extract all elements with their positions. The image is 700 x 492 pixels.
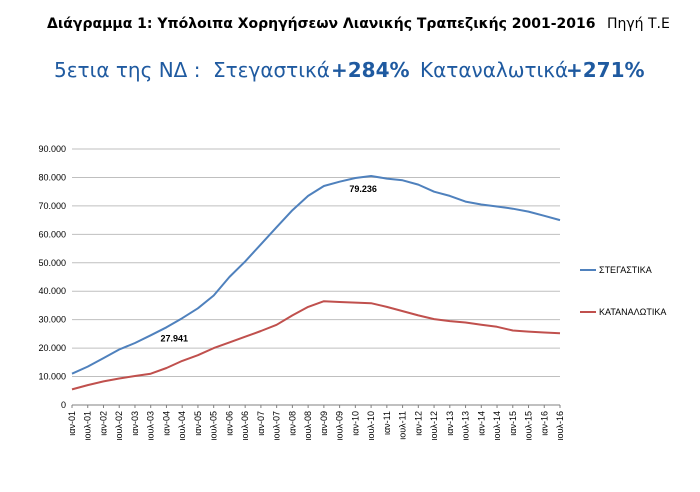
- consumer-label: Καταναλωτικά: [420, 58, 569, 82]
- x-tick-label: ιουλ-03: [146, 411, 156, 440]
- y-tick-label: 20.000: [38, 343, 66, 353]
- x-tick-label: ιουλ-05: [209, 411, 219, 440]
- consumer-change: +271%: [566, 58, 645, 82]
- x-tick-label: ιαν-11: [382, 411, 392, 435]
- x-tick-label: ιαν-03: [130, 411, 140, 436]
- x-tick-label: ιουλ-09: [335, 411, 345, 440]
- x-axis: ιαν-01 ιουλ-01 ιαν-02 ιουλ-02 ιαν-03 ιουλ-03 ι…: [67, 405, 565, 440]
- y-tick-label: 80.000: [38, 172, 66, 182]
- x-tick-label: ιαν-07: [256, 411, 266, 436]
- y-tick-label: 90.000: [38, 144, 66, 154]
- y-axis: 0 10.000 20.000 30.000 40.000 50.000 60.000 70.…: [38, 144, 66, 410]
- data-label: 79.236: [349, 184, 377, 194]
- x-tick-label: ιαν-10: [350, 411, 360, 436]
- x-tick-label: ιουλ-01: [83, 411, 93, 440]
- y-tick-label: 50.000: [38, 258, 66, 268]
- x-tick-label: ιαν-14: [476, 411, 486, 436]
- x-tick-label: ιουλ-15: [524, 411, 534, 440]
- x-tick-label: ιαν-16: [539, 411, 549, 436]
- consumer-change-value: +271%: [566, 58, 645, 82]
- series-line: [71, 175, 561, 375]
- y-tick-label: 60.000: [38, 229, 66, 239]
- x-tick-label: ιαν-13: [445, 411, 455, 436]
- gridlines: [72, 148, 560, 406]
- legend: ΣΤΕΓΑΣΤΙΚΑ ΚΑΤΑΝΑΛΩΤΙΚΑ: [580, 265, 666, 317]
- x-tick-label: ιουλ-12: [429, 411, 439, 440]
- x-tick-label: ιουλ-13: [461, 411, 471, 440]
- x-tick-label: ιαν-09: [319, 411, 329, 436]
- x-tick-label: ιαν-15: [508, 411, 518, 436]
- data-label: 27.941: [160, 333, 188, 343]
- chart-title: Διάγραμμα 1: Υπόλοιπα Χορηγήσεων Λιανική…: [47, 16, 596, 32]
- x-tick-label: ιουλ-16: [555, 411, 565, 440]
- x-tick-label: ιουλ-10: [366, 411, 376, 440]
- x-tick-label: ιουλ-02: [114, 411, 124, 440]
- x-tick-label: ιαν-12: [413, 411, 423, 436]
- series-group: [71, 175, 561, 391]
- y-tick-label: 40.000: [38, 286, 66, 296]
- x-tick-label: ιουλ-11: [398, 411, 408, 440]
- legend-label: ΚΑΤΑΝΑΛΩΤΙΚΑ: [599, 307, 666, 317]
- legend-label: ΣΤΕΓΑΣΤΙΚΑ: [599, 265, 652, 275]
- source-label: Πηγή Τ.Ε: [607, 16, 670, 32]
- x-tick-label: ιαν-08: [287, 411, 297, 436]
- x-tick-label: ιουλ-06: [240, 411, 250, 440]
- y-tick-label: 10.000: [38, 372, 66, 382]
- y-tick-label: 70.000: [38, 201, 66, 211]
- x-tick-label: ιαν-05: [193, 411, 203, 436]
- housing-change: +284%: [331, 58, 410, 82]
- x-tick-label: ιουλ-04: [177, 411, 187, 440]
- x-tick-label: ιουλ-08: [303, 411, 313, 440]
- x-tick-label: ιουλ-07: [272, 411, 282, 440]
- housing-change-value: +284%: [331, 58, 410, 82]
- x-tick-label: ιαν-04: [161, 411, 171, 436]
- x-tick-label: ιαν-02: [98, 411, 108, 436]
- y-tick-label: 0: [61, 400, 66, 410]
- annotations: 27.941 79.236: [160, 184, 376, 343]
- x-tick-label: ιαν-06: [224, 411, 234, 436]
- x-tick-label: ιαν-01: [67, 411, 77, 436]
- series-line: [71, 300, 561, 391]
- housing-label: Στεγαστικά: [213, 58, 330, 82]
- y-tick-label: 30.000: [38, 315, 66, 325]
- x-tick-label: ιουλ-14: [492, 411, 502, 440]
- headline-prefix: 5ετια της ΝΔ :: [54, 58, 201, 82]
